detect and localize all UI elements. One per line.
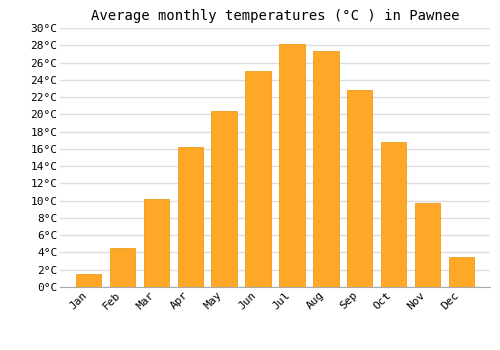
Bar xyxy=(381,142,406,287)
Bar xyxy=(246,71,271,287)
Bar xyxy=(76,274,102,287)
Bar xyxy=(279,43,304,287)
Bar xyxy=(347,90,372,287)
Bar xyxy=(415,203,440,287)
Bar xyxy=(313,51,338,287)
Bar xyxy=(144,199,169,287)
Bar xyxy=(110,248,135,287)
Bar xyxy=(178,147,203,287)
Bar xyxy=(448,257,474,287)
Bar xyxy=(212,111,237,287)
Title: Average monthly temperatures (°C ) in Pawnee: Average monthly temperatures (°C ) in Pa… xyxy=(91,9,459,23)
